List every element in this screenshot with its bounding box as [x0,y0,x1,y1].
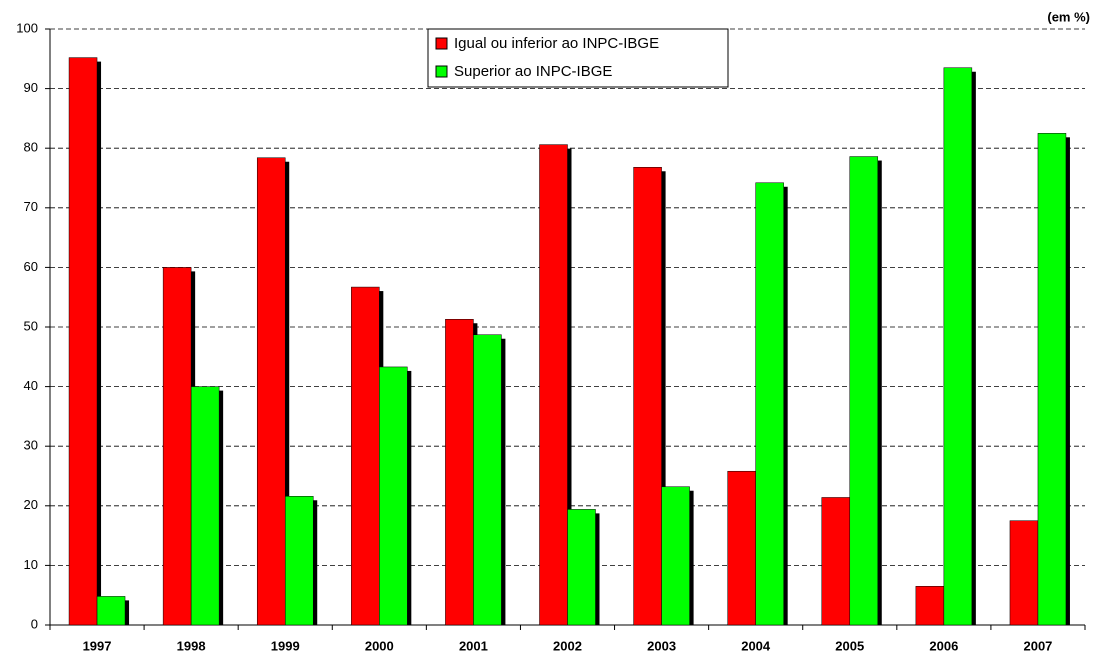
bar [661,486,690,626]
x-tick-label: 2006 [929,638,958,653]
bar [633,167,662,626]
x-tick-label: 2000 [365,638,394,653]
y-tick-label: 20 [24,497,38,512]
bar [256,157,286,626]
bar [473,334,502,626]
x-tick-label: 1997 [83,638,112,653]
bar [162,267,192,626]
y-tick-label: 50 [24,318,38,333]
legend-swatch [435,65,448,78]
bar [379,366,408,626]
x-tick-label: 1998 [177,638,206,653]
x-tick-label: 1999 [271,638,300,653]
bar [351,286,380,626]
bar [727,470,756,626]
x-tick-label: 2004 [741,638,771,653]
bar [96,596,126,626]
bar [849,156,879,626]
bar [567,509,596,626]
bar [284,496,314,626]
bar [821,497,851,626]
bar [943,67,973,626]
legend-swatch [435,37,448,50]
y-tick-label: 0 [31,616,38,631]
x-tick-label: 2005 [835,638,864,653]
bar [539,144,568,626]
y-tick-label: 80 [24,140,38,155]
unit-annotation: (em %) [1047,9,1090,24]
y-tick-label: 30 [24,438,38,453]
legend-label: Igual ou inferior ao INPC-IBGE [454,35,659,52]
legend-label: Superior ao INPC-IBGE [454,63,612,80]
bar [445,319,474,626]
bar [190,386,220,626]
x-tick-label: 2001 [459,638,488,653]
bar [1037,133,1067,626]
y-tick-label: 40 [24,378,38,393]
bar [68,57,98,626]
legend-box [427,28,729,88]
y-tick-label: 70 [24,199,38,214]
y-tick-label: 10 [24,557,38,572]
bar [915,586,945,626]
x-tick-label: 2003 [647,638,676,653]
y-tick-label: 60 [24,259,38,274]
x-tick-label: 2007 [1023,638,1052,653]
bar [755,182,784,626]
x-tick-label: 2002 [553,638,582,653]
y-tick-label: 90 [24,80,38,95]
bar [1009,520,1039,626]
y-tick-label: 100 [16,20,38,35]
